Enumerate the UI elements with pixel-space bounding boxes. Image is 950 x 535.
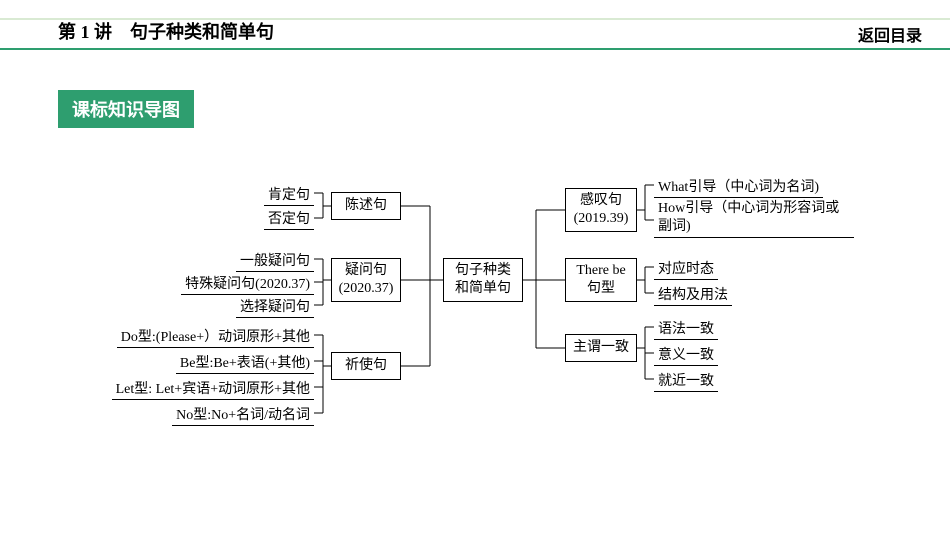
node-declarative: 陈述句	[331, 192, 401, 220]
node-sub: (2020.37)	[339, 280, 394, 298]
node-label: 陈述句	[345, 197, 387, 215]
leaf-tense: 对应时态	[654, 258, 718, 280]
node-therebe: There be 句型	[565, 258, 637, 302]
node-label: 主谓一致	[573, 339, 629, 357]
leaf-structure: 结构及用法	[654, 284, 732, 306]
center-node-line1: 句子种类	[455, 262, 511, 280]
section-badge: 课标知识导图	[58, 90, 194, 128]
center-node: 句子种类 和简单句	[443, 258, 523, 302]
node-imperative: 祈使句	[331, 352, 401, 380]
node-label: There be	[576, 262, 625, 280]
leaf-how: How引导（中心词为形容词或副词)	[654, 200, 854, 238]
center-node-line2: 和简单句	[455, 280, 511, 298]
node-sub: 句型	[587, 280, 615, 298]
leaf-what: What引导（中心词为名词)	[654, 176, 823, 198]
leaf-be-type: Be型:Be+表语(+其他)	[176, 352, 314, 374]
leaf-choice-q: 选择疑问句	[236, 296, 314, 318]
leaf-meaning-agree: 意义一致	[654, 344, 718, 366]
lecture-title: 第 1 讲 句子种类和简单句	[58, 18, 274, 44]
leaf-affirmative: 肯定句	[264, 184, 314, 206]
node-sub: (2019.39)	[574, 210, 629, 228]
header-rule-bottom	[0, 48, 950, 50]
leaf-do-type: Do型:(Please+）动词原形+其他	[117, 326, 314, 348]
leaf-proximity-agree: 就近一致	[654, 370, 718, 392]
leaf-no-type: No型:No+名词/动名词	[172, 404, 314, 426]
node-agreement: 主谓一致	[565, 334, 637, 362]
leaf-negative: 否定句	[264, 208, 314, 230]
return-toc-link[interactable]: 返回目录	[858, 22, 922, 46]
node-exclamatory: 感叹句 (2019.39)	[565, 188, 637, 232]
node-label: 疑问句	[345, 262, 387, 280]
node-label: 祈使句	[345, 357, 387, 375]
node-label: 感叹句	[580, 192, 622, 210]
node-interrogative: 疑问句 (2020.37)	[331, 258, 401, 302]
leaf-grammar-agree: 语法一致	[654, 318, 718, 340]
leaf-special-q: 特殊疑问句(2020.37)	[181, 273, 314, 295]
leaf-general-q: 一般疑问句	[236, 250, 314, 272]
leaf-let-type: Let型: Let+宾语+动词原形+其他	[112, 378, 314, 400]
